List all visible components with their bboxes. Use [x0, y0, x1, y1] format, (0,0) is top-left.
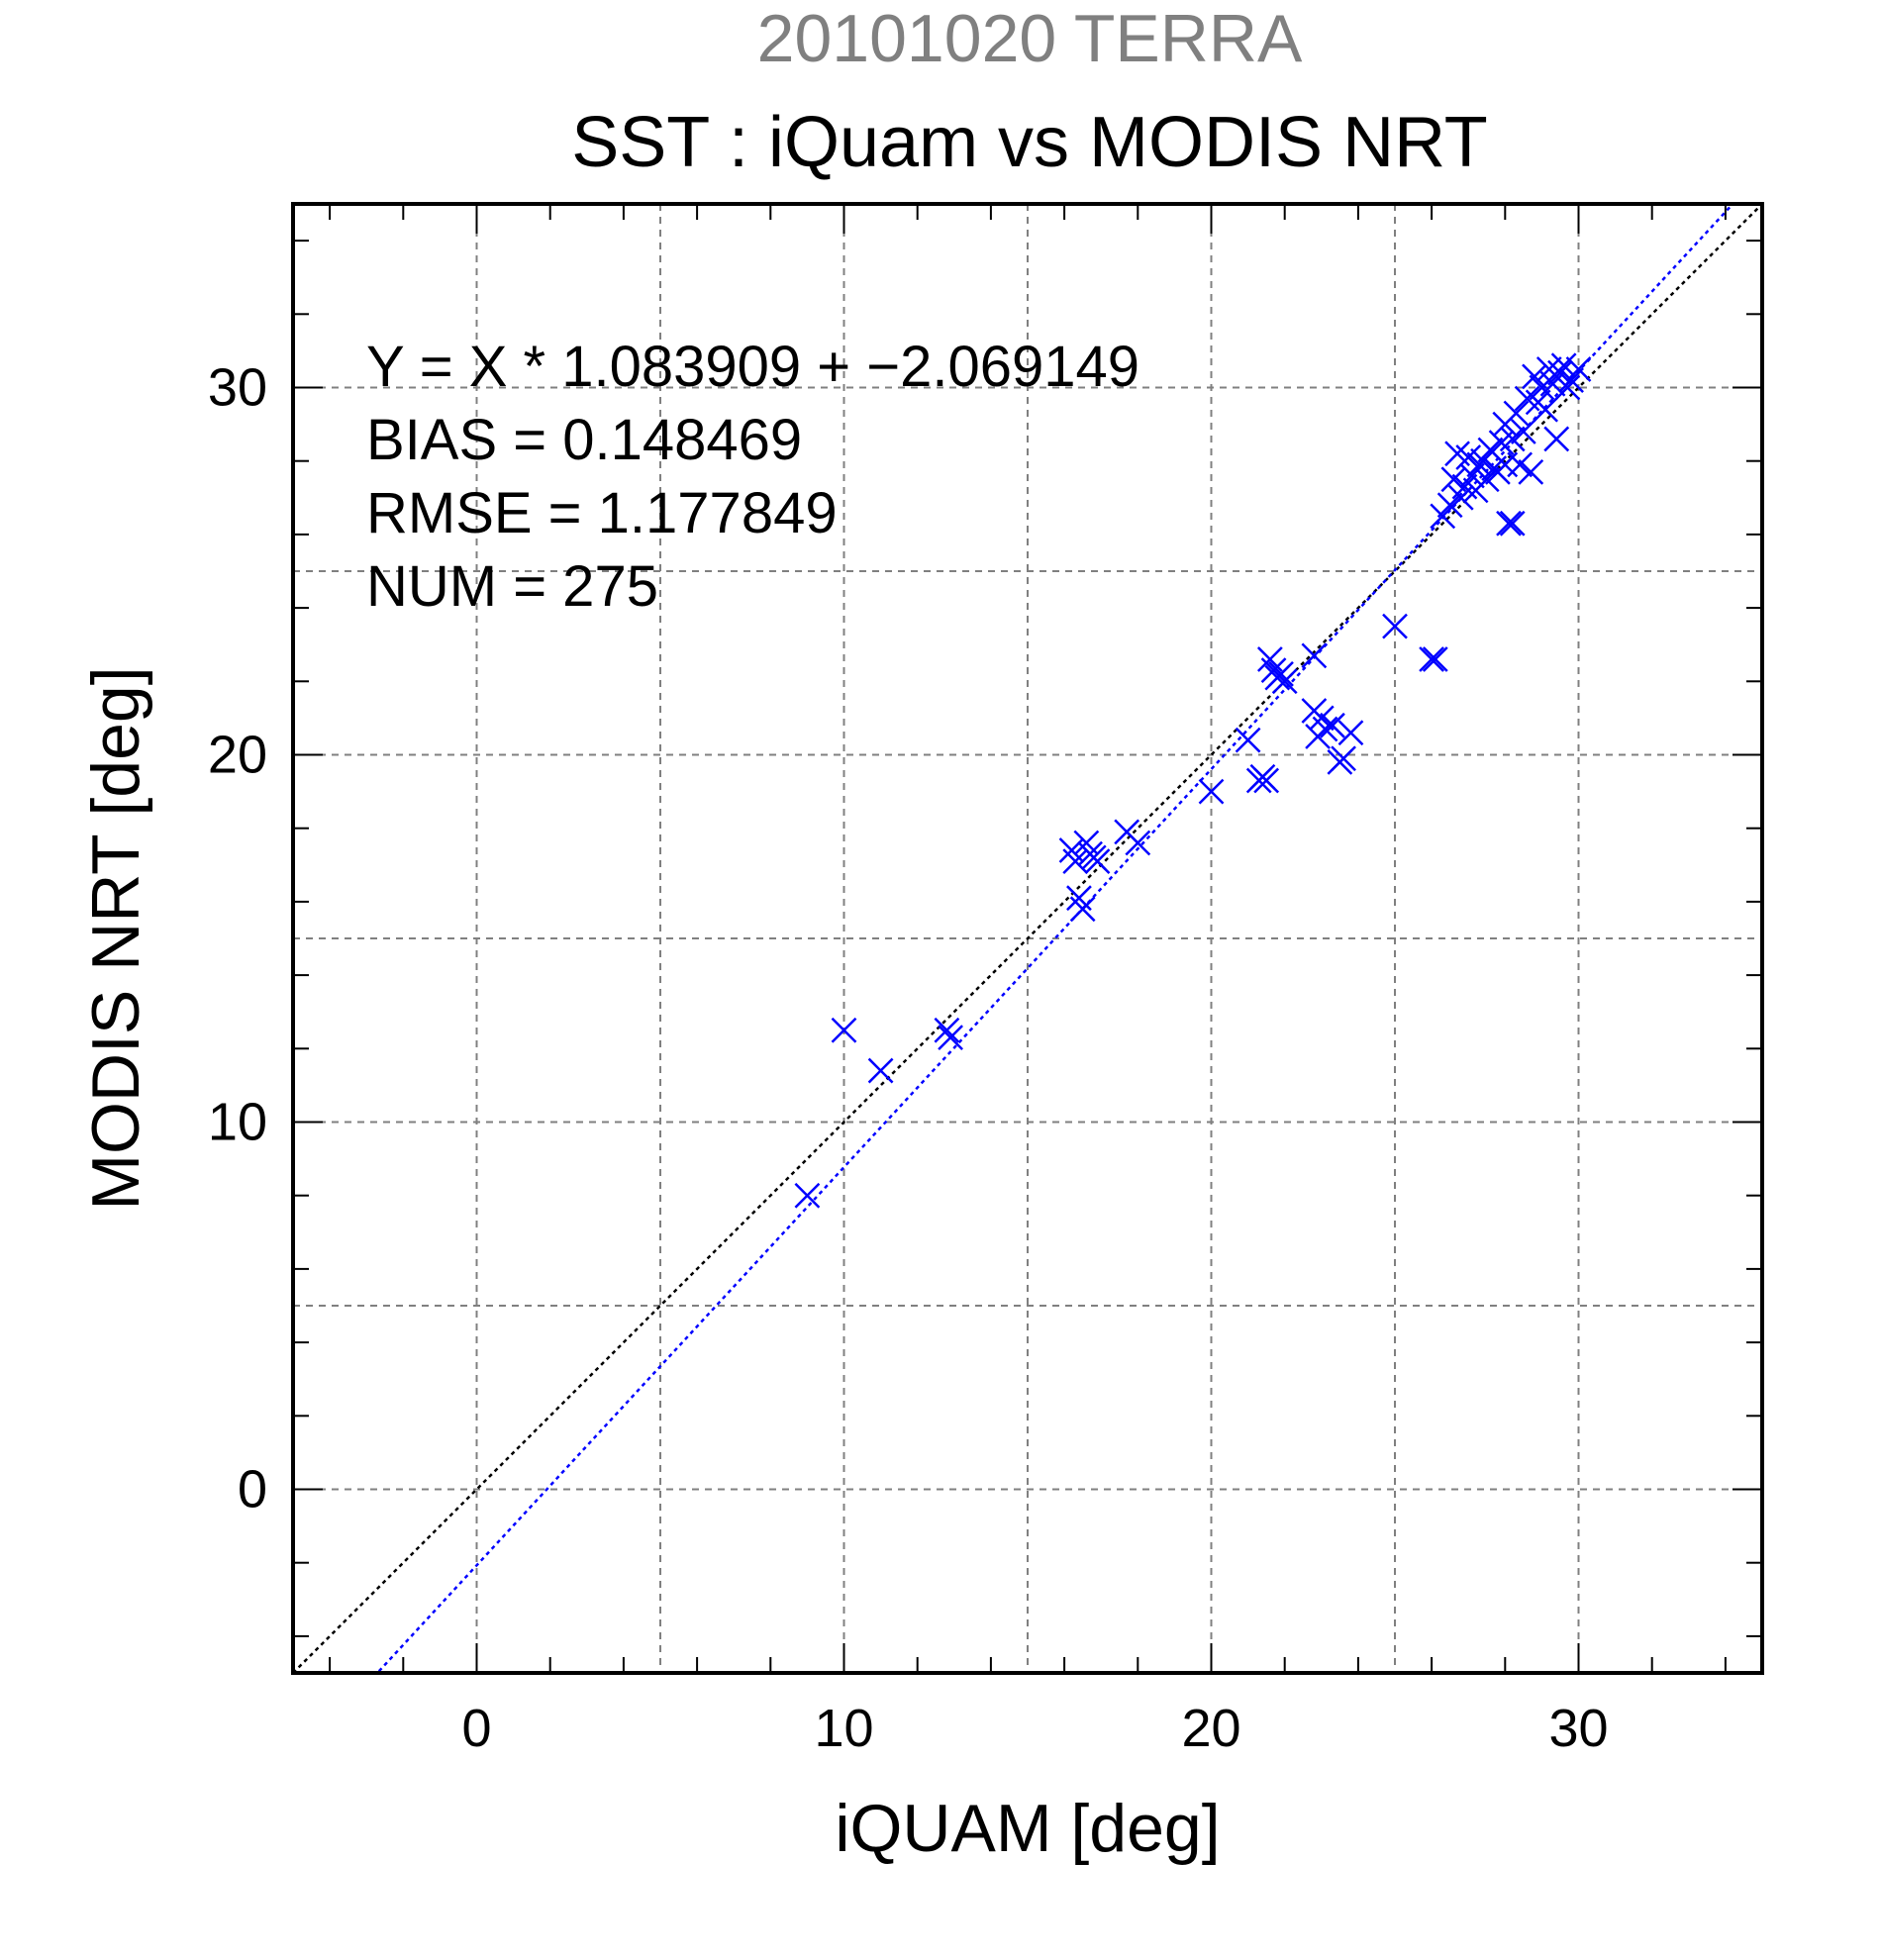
x-tick-label: 10 [814, 1699, 873, 1758]
tick-labels: 0 10 20 30 0 10 20 30 [208, 358, 1609, 1759]
data-point [1550, 352, 1577, 379]
y-tick-label: 30 [208, 358, 267, 418]
plot-frame [291, 202, 1764, 1675]
data-point [1253, 767, 1280, 794]
data-point [1499, 510, 1526, 537]
y-axis-label: MODIS NRT [deg] [78, 666, 153, 1210]
stats-line: RMSE = 1.177849 [366, 481, 838, 545]
data-point [1382, 613, 1408, 639]
data-point [1268, 660, 1294, 687]
data-point [1496, 510, 1522, 537]
data-point [1543, 426, 1570, 452]
data-point [1312, 716, 1338, 742]
y-tick-label: 10 [208, 1093, 267, 1152]
data-point [938, 1025, 963, 1051]
data-point [867, 1057, 894, 1084]
data-point [1084, 848, 1111, 874]
x-axis-label: iQUAM [deg] [835, 1791, 1220, 1866]
data-point [1436, 492, 1463, 519]
axis-ticks [293, 204, 1762, 1673]
data-point [1235, 727, 1261, 753]
stats-line: NUM = 275 [366, 554, 658, 619]
data-point [1069, 896, 1096, 923]
data-points [794, 352, 1592, 1209]
data-point [1422, 646, 1448, 672]
data-point [1533, 396, 1558, 423]
data-point [794, 1182, 821, 1209]
data-point [1271, 668, 1298, 695]
data-point [1473, 466, 1500, 493]
one-to-one-line [293, 204, 1762, 1673]
data-point [1522, 363, 1547, 390]
data-point [1331, 745, 1356, 772]
x-tick-label: 0 [461, 1699, 491, 1758]
data-point [1320, 712, 1345, 738]
data-point [831, 1017, 857, 1043]
data-point [1565, 356, 1592, 382]
chart-title: SST : iQuam vs MODIS NRT [571, 103, 1488, 182]
data-point [1554, 374, 1581, 401]
data-point [1518, 458, 1544, 485]
data-point [1510, 419, 1536, 444]
y-tick-label: 0 [238, 1460, 267, 1519]
data-point [1499, 426, 1526, 452]
data-point [1558, 367, 1584, 393]
data-point [1503, 400, 1530, 427]
x-tick-label: 30 [1548, 1699, 1608, 1758]
data-point [1301, 642, 1328, 669]
stats-line: BIAS = 0.148469 [366, 408, 802, 472]
x-tick-label: 20 [1181, 1699, 1240, 1758]
data-point [1507, 451, 1534, 478]
data-point [1337, 720, 1364, 746]
chart-supertitle: 20101020 TERRA [757, 1, 1303, 76]
y-tick-label: 20 [208, 726, 267, 785]
stats-annotation: Y = X * 1.083909 + −2.069149 BIAS = 0.148… [366, 335, 1139, 619]
data-point [1419, 646, 1444, 672]
data-point [1198, 778, 1225, 805]
data-point [1125, 830, 1151, 856]
data-point [1459, 462, 1485, 489]
data-point [934, 1017, 960, 1043]
reference-lines [293, 204, 1762, 1673]
stats-line: Y = X * 1.083909 + −2.069149 [366, 335, 1139, 399]
